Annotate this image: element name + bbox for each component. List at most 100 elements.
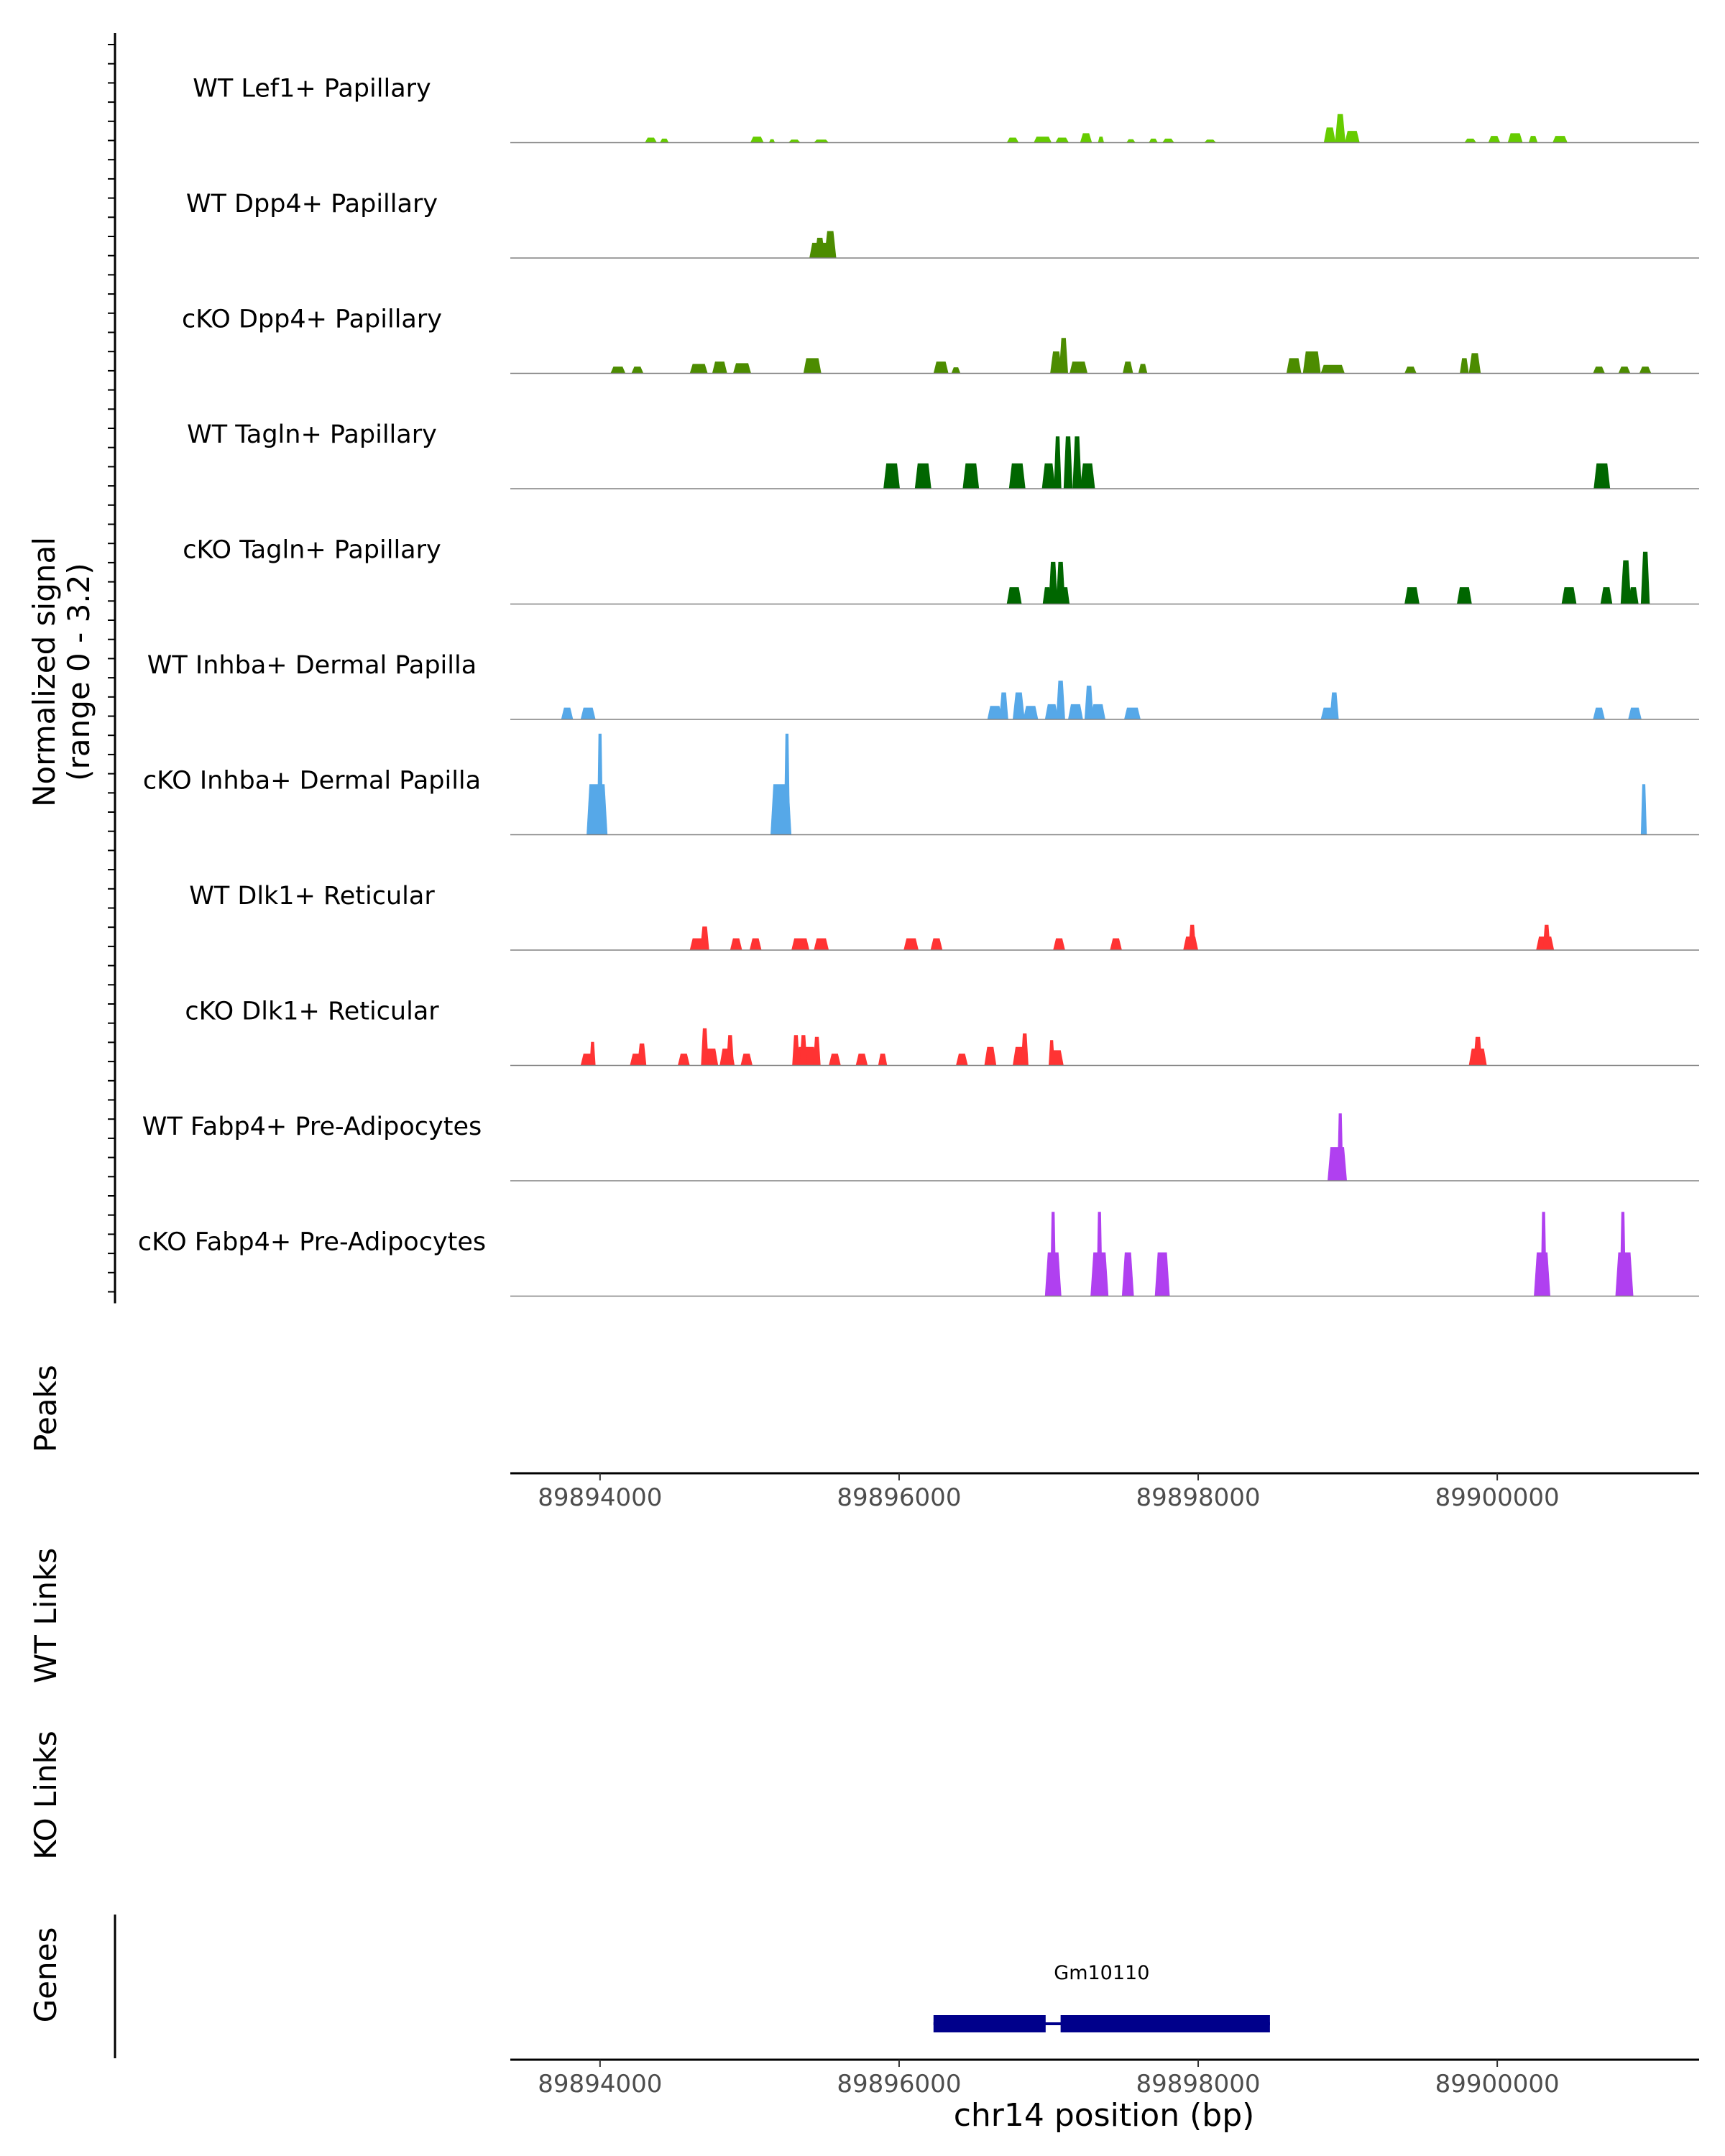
signal-peak bbox=[914, 463, 932, 489]
signal-peak bbox=[1049, 1040, 1055, 1066]
signal-peak bbox=[580, 707, 596, 719]
x-tick-label: 89894000 bbox=[538, 1483, 662, 1512]
signal-peak bbox=[586, 784, 608, 835]
signal-peak bbox=[1054, 436, 1062, 489]
signal-peak bbox=[1618, 367, 1631, 374]
x-tick-label: 89896000 bbox=[837, 1483, 961, 1512]
track-label: cKO Dlk1+ Reticular bbox=[185, 998, 439, 1026]
signal-peak bbox=[803, 358, 822, 374]
signal-peak bbox=[597, 733, 603, 835]
track-6: cKO Inhba+ Dermal Papilla bbox=[143, 733, 1699, 836]
signal-peak bbox=[1620, 560, 1632, 604]
signal-peak bbox=[678, 1054, 690, 1066]
signal-peak bbox=[1344, 131, 1360, 143]
signal-peak bbox=[1056, 681, 1065, 719]
track-7: WT Dlk1+ Reticular bbox=[189, 882, 1699, 951]
signal-peak bbox=[1330, 692, 1339, 719]
signal-peak bbox=[1080, 463, 1095, 489]
signal-peak bbox=[1640, 551, 1650, 604]
peaks-x-axis: 89894000 89896000 89898000 89900000 bbox=[510, 1472, 1699, 1512]
signal-peak bbox=[956, 1054, 968, 1066]
signal-peak bbox=[829, 1054, 841, 1066]
signal-peak bbox=[1055, 137, 1070, 143]
signal-y-label-range: (range 0 - 3.2) bbox=[61, 563, 96, 781]
signal-peak bbox=[660, 138, 669, 143]
track-5: WT Inhba+ Dermal Papilla bbox=[147, 651, 1699, 720]
signal-peak bbox=[1593, 463, 1611, 489]
signal-peak bbox=[1593, 707, 1605, 719]
signal-peak bbox=[1013, 692, 1025, 719]
track-1: WT Dpp4+ Papillary bbox=[186, 190, 1699, 259]
signal-peak bbox=[1053, 938, 1065, 950]
signal-peak bbox=[689, 364, 708, 374]
track-label: WT Dpp4+ Papillary bbox=[186, 190, 438, 218]
signal-peak bbox=[1049, 561, 1058, 604]
signal-peak bbox=[1302, 351, 1321, 374]
signal-peak bbox=[1561, 587, 1577, 604]
track-label: cKO Dpp4+ Papillary bbox=[182, 305, 442, 334]
peaks-track-label: Peaks bbox=[28, 1365, 63, 1452]
signal-peak bbox=[1323, 127, 1336, 143]
signal-peak bbox=[791, 938, 810, 950]
signal-peak bbox=[1600, 587, 1613, 604]
signal-peak bbox=[1126, 139, 1136, 143]
signal-peak bbox=[1006, 137, 1019, 143]
signal-peak bbox=[799, 1035, 807, 1066]
gene-label: Gm10110 bbox=[1054, 1962, 1149, 1984]
x-tick-label: 89900000 bbox=[1435, 1483, 1560, 1512]
signal-peak bbox=[1640, 784, 1647, 835]
signal-peak bbox=[701, 1028, 709, 1066]
signal-peak bbox=[1162, 138, 1174, 143]
signal-peak bbox=[1006, 587, 1022, 604]
x-axis-title: chr14 position (bp) bbox=[954, 2097, 1255, 2134]
signal-peak bbox=[1084, 686, 1094, 719]
signal-peak bbox=[1286, 358, 1302, 374]
signal-peak bbox=[1337, 1113, 1343, 1181]
x-tick-label: 89896000 bbox=[837, 2070, 961, 2099]
x-tick-label: 89900000 bbox=[1435, 2070, 1560, 2099]
signal-peak bbox=[1639, 367, 1652, 374]
signal-peak bbox=[637, 1044, 647, 1066]
signal-peak bbox=[984, 1046, 997, 1066]
signal-peak bbox=[1050, 1212, 1057, 1296]
signal-y-label: Normalized signal bbox=[27, 537, 62, 807]
signal-peak bbox=[1080, 133, 1092, 143]
track-label: cKO Fabp4+ Pre-Adipocytes bbox=[138, 1228, 486, 1257]
genes-track: Gm10110 bbox=[114, 1915, 1270, 2058]
signal-peak bbox=[1335, 114, 1346, 143]
genes-x-axis: 89894000 89896000 89898000 89900000 bbox=[510, 2058, 1699, 2099]
signal-peak bbox=[1457, 587, 1472, 604]
signal-peak bbox=[1628, 587, 1639, 604]
signal-peak bbox=[631, 367, 644, 374]
track-0: WT Lef1+ Papillary bbox=[193, 75, 1699, 144]
signal-peak bbox=[1041, 463, 1056, 489]
signal-peak bbox=[1468, 353, 1481, 374]
signal-peak bbox=[1070, 361, 1088, 374]
signal-peak bbox=[768, 139, 776, 143]
signal-peak bbox=[999, 692, 1008, 719]
signal-peak bbox=[1124, 707, 1141, 719]
signal-peak bbox=[1619, 1212, 1627, 1296]
signal-peak bbox=[883, 463, 900, 489]
signal-peak bbox=[1060, 587, 1070, 604]
signal-peak bbox=[987, 706, 1003, 719]
track-10: cKO Fabp4+ Pre-Adipocytes bbox=[138, 1212, 1699, 1297]
track-4: cKO Tagln+ Papillary bbox=[183, 536, 1699, 605]
signal-peak bbox=[712, 361, 727, 374]
track-label: WT Tagln+ Papillary bbox=[187, 420, 437, 449]
signal-peak bbox=[1063, 436, 1073, 489]
track-label: WT Fabp4+ Pre-Adipocytes bbox=[142, 1112, 482, 1141]
signal-peak bbox=[930, 938, 943, 950]
signal-peak bbox=[730, 938, 742, 950]
signal-peak bbox=[1507, 133, 1523, 143]
track-label: WT Lef1+ Papillary bbox=[193, 75, 431, 103]
signal-peak bbox=[589, 1041, 596, 1066]
track-3: WT Tagln+ Papillary bbox=[187, 420, 1699, 489]
signal-peak bbox=[700, 926, 709, 950]
signal-peak bbox=[1528, 136, 1538, 143]
track-label: cKO Tagln+ Papillary bbox=[183, 536, 441, 565]
signal-peak bbox=[1404, 587, 1420, 604]
x-tick-label: 89894000 bbox=[538, 2070, 662, 2099]
signal-peak bbox=[733, 363, 751, 374]
